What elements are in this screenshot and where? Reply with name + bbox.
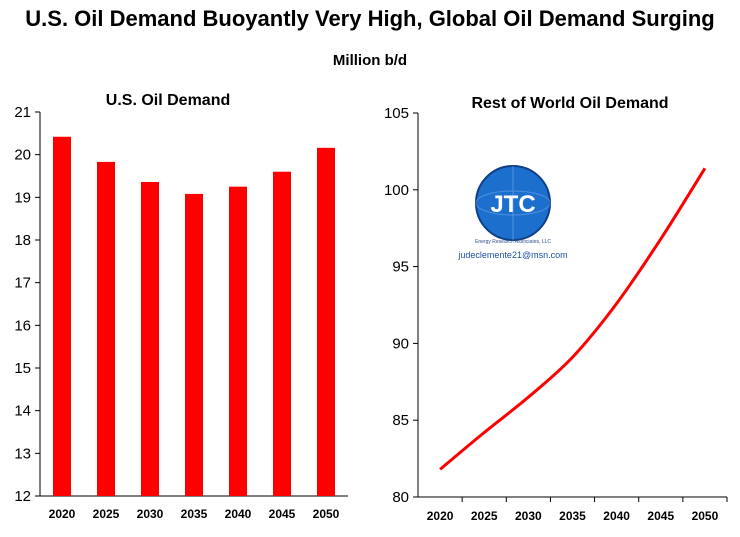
y-tick-label: 12 <box>14 488 31 505</box>
x-tick-label: 2030 <box>137 507 164 521</box>
x-tick-label: 2020 <box>49 507 76 521</box>
y-tick-label: 105 <box>384 105 409 122</box>
page-title: U.S. Oil Demand Buoyantly Very High, Glo… <box>25 6 715 31</box>
y-tick-label: 90 <box>392 335 409 352</box>
y-tick-label: 21 <box>14 104 31 121</box>
x-tick-label: 2045 <box>647 509 674 523</box>
us-demand-chart: U.S. Oil Demand 12 13 14 15 16 17 18 19 20 21 202… <box>14 92 348 521</box>
y-tick-label: 100 <box>384 182 409 199</box>
x-tick-label: 2035 <box>559 509 586 523</box>
row-demand-line <box>439 167 707 471</box>
bar-2050 <box>317 147 335 496</box>
y-tick-label: 17 <box>14 275 31 292</box>
y-tick-label: 13 <box>14 445 31 462</box>
row-demand-x-labels: 2020 2025 2030 2035 2040 2045 2050 <box>427 497 728 523</box>
x-tick-label: 2025 <box>93 507 120 521</box>
y-tick-label: 80 <box>392 489 409 506</box>
row-demand-chart-title: Rest of World Oil Demand <box>471 95 668 112</box>
x-tick-label: 2030 <box>515 509 542 523</box>
bar-2040 <box>229 186 247 496</box>
row-demand-y-ticks: 80 85 90 95 100 105 <box>384 105 418 506</box>
x-tick-label: 2040 <box>603 509 630 523</box>
bar-2030 <box>141 181 159 496</box>
x-tick-label: 2025 <box>471 509 498 523</box>
y-tick-label: 95 <box>392 259 409 276</box>
y-tick-label: 85 <box>392 412 409 429</box>
jtc-logo: JTC Energy Research Associates, LLC jude… <box>457 165 568 260</box>
x-tick-label: 2050 <box>313 507 340 521</box>
x-tick-label: 2035 <box>181 507 208 521</box>
bar-2035 <box>185 193 203 497</box>
x-tick-label: 2040 <box>225 507 252 521</box>
y-tick-label: 14 <box>14 403 31 420</box>
logo-email: judeclemente21@msn.com <box>457 250 567 260</box>
us-demand-y-ticks: 12 13 14 15 16 17 18 19 20 21 <box>14 104 40 505</box>
us-demand-bars <box>53 136 335 497</box>
y-tick-label: 18 <box>14 232 31 249</box>
y-tick-label: 16 <box>14 317 31 334</box>
bar-2025 <box>97 161 115 497</box>
bar-2020 <box>53 136 71 496</box>
logo-org: Energy Research Associates, LLC <box>475 239 551 245</box>
row-demand-chart: Rest of World Oil Demand 80859095100105 … <box>384 95 728 523</box>
units-label: Million b/d <box>332 52 408 69</box>
y-tick-label: 20 <box>14 147 31 164</box>
x-tick-label: 2045 <box>269 507 296 521</box>
y-tick-label: 19 <box>14 189 31 206</box>
y-tick-label: 15 <box>14 360 31 377</box>
bar-2045 <box>273 171 291 496</box>
us-demand-x-labels: 2020 2025 2030 2035 2040 2045 2050 <box>49 507 340 521</box>
logo-text: JTC <box>490 191 535 218</box>
us-demand-chart-title: U.S. Oil Demand <box>106 92 230 109</box>
x-tick-label: 2050 <box>692 509 719 523</box>
x-tick-label: 2020 <box>427 509 454 523</box>
